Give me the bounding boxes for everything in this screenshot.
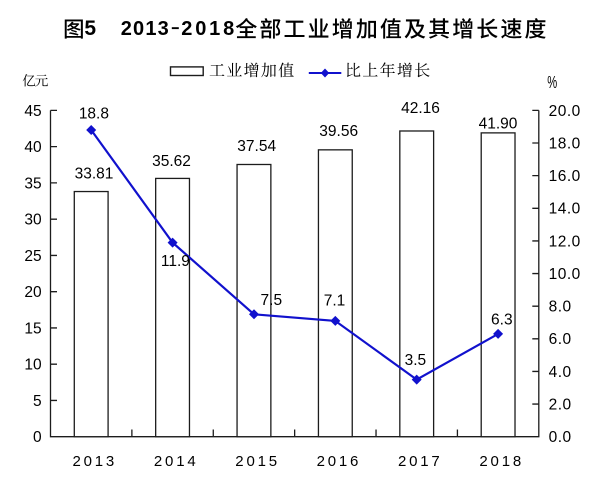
svg-text:10.0: 10.0 [549, 266, 581, 283]
svg-text:2017: 2017 [398, 453, 443, 470]
svg-text:2016: 2016 [317, 453, 362, 470]
svg-text:35.62: 35.62 [152, 153, 191, 170]
svg-text:2013: 2013 [121, 18, 170, 40]
svg-text:2014: 2014 [154, 453, 199, 470]
svg-text:2.0: 2.0 [549, 397, 572, 414]
svg-text:8.0: 8.0 [549, 299, 572, 316]
svg-text:2015: 2015 [235, 453, 280, 470]
svg-text:11.9: 11.9 [161, 253, 190, 270]
svg-text:2013: 2013 [73, 453, 118, 470]
svg-text:42.16: 42.16 [401, 100, 440, 117]
svg-text:0: 0 [33, 429, 42, 446]
svg-text:5: 5 [84, 17, 96, 40]
svg-text:3.5: 3.5 [405, 352, 427, 369]
svg-text:15: 15 [24, 320, 41, 337]
svg-text:35: 35 [24, 175, 41, 192]
svg-text:6.3: 6.3 [491, 311, 513, 328]
svg-text:40: 40 [24, 139, 42, 156]
svg-text:30: 30 [24, 212, 42, 229]
svg-text:7.5: 7.5 [261, 292, 283, 309]
svg-text:4.0: 4.0 [549, 364, 572, 381]
svg-text:14.0: 14.0 [549, 201, 581, 218]
svg-text:0.0: 0.0 [549, 429, 572, 446]
svg-text:20.0: 20.0 [549, 103, 581, 120]
svg-text:6.0: 6.0 [549, 331, 572, 348]
svg-text:5: 5 [33, 393, 42, 410]
svg-text:41.90: 41.90 [479, 116, 518, 133]
svg-text:2018: 2018 [181, 18, 237, 40]
svg-text:33.81: 33.81 [75, 166, 114, 183]
svg-text:20: 20 [24, 284, 42, 301]
svg-text:16.0: 16.0 [549, 168, 581, 185]
svg-text:%: % [547, 73, 557, 93]
svg-text:37.54: 37.54 [237, 138, 276, 155]
svg-text:7.1: 7.1 [324, 293, 346, 310]
svg-text:39.56: 39.56 [319, 123, 358, 140]
svg-text:18.0: 18.0 [549, 135, 581, 152]
svg-text:18.8: 18.8 [79, 106, 109, 123]
svg-text:12.0: 12.0 [549, 233, 581, 250]
svg-text:45: 45 [24, 103, 41, 120]
svg-text:2018: 2018 [479, 453, 524, 470]
svg-text:25: 25 [24, 248, 41, 265]
svg-text:10: 10 [24, 357, 42, 374]
